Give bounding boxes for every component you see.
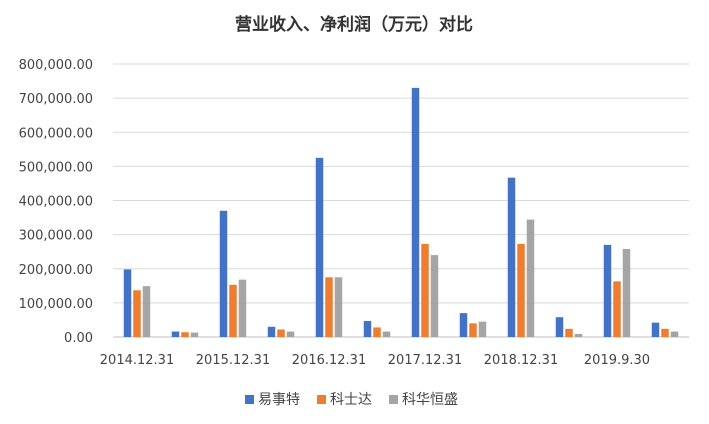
y-tick-label: 800,000.00 — [19, 58, 93, 73]
legend-swatch-2 — [317, 395, 326, 404]
legend: 易事特 科士达 科华恒盛 — [245, 392, 458, 408]
bar-1-2 — [171, 331, 180, 337]
x-tick-label: 2015.12.31 — [196, 353, 270, 368]
bar-1-3 — [219, 210, 228, 337]
y-tick-label: 300,000.00 — [19, 229, 93, 244]
bar-1-5 — [315, 157, 324, 337]
x-tick-label: 2016.12.31 — [292, 353, 366, 368]
bar-1-10 — [555, 317, 564, 337]
bar-3-2 — [190, 332, 199, 337]
bar-2-1 — [133, 290, 141, 337]
legend-label-2: 科士达 — [330, 392, 372, 408]
bar-2-3 — [229, 284, 237, 337]
bar-2-2 — [181, 332, 189, 337]
bar-2-11 — [613, 281, 621, 337]
bar-1-11 — [603, 244, 612, 337]
y-tick-label: 400,000.00 — [19, 195, 93, 210]
bar-2-7 — [421, 243, 429, 337]
bar-1-8 — [459, 313, 468, 337]
bar-2-10 — [565, 328, 573, 337]
bar-3-6 — [382, 331, 391, 337]
bar-2-12 — [661, 328, 669, 337]
gridlines — [113, 63, 689, 338]
bar-2-9 — [517, 243, 525, 337]
bar-3-1 — [142, 286, 151, 337]
y-axis: 0.00 100,000.00 200,000.00 300,000.00 400,00… — [19, 58, 93, 346]
bar-1-7 — [411, 87, 420, 337]
x-tick-label: 2017.12.31 — [388, 353, 462, 368]
x-tick-label: 2014.12.31 — [100, 353, 174, 368]
bar-3-10 — [574, 333, 583, 337]
bar-3-8 — [478, 321, 487, 337]
bar-3-3 — [238, 279, 247, 337]
legend-swatch-3 — [389, 395, 398, 404]
bar-3-12 — [670, 331, 679, 337]
bar-3-4 — [286, 331, 295, 337]
x-axis: 2014.12.31 2015.12.31 2016.12.31 2017.12.31… — [100, 353, 650, 368]
bar-1-9 — [507, 177, 516, 337]
y-tick-label: 0.00 — [64, 331, 93, 346]
chart-title: 营业收入、净利润（万元）对比 — [235, 14, 473, 35]
x-tick-label: 2018.12.31 — [484, 353, 558, 368]
bar-3-7 — [430, 255, 439, 337]
bar-1-4 — [267, 326, 276, 337]
bar-2-6 — [373, 327, 381, 337]
legend-label-3: 科华恒盛 — [402, 392, 458, 408]
bar-3-5 — [334, 277, 343, 337]
bar-1-12 — [651, 322, 660, 337]
x-tick-label: 2019.9.30 — [584, 353, 650, 368]
bar-1-1 — [123, 269, 132, 337]
bar-2-4 — [277, 329, 285, 337]
y-tick-label: 100,000.00 — [19, 297, 93, 312]
bar-2-5 — [325, 277, 333, 337]
legend-swatch-1 — [245, 395, 254, 404]
bars — [123, 87, 679, 337]
bar-2-8 — [469, 323, 477, 337]
bar-3-11 — [622, 248, 631, 337]
y-tick-label: 700,000.00 — [19, 92, 93, 107]
y-tick-label: 600,000.00 — [19, 126, 93, 141]
bar-3-9 — [526, 219, 535, 337]
legend-label-1: 易事特 — [258, 392, 300, 408]
y-tick-label: 200,000.00 — [19, 263, 93, 278]
y-tick-label: 500,000.00 — [19, 160, 93, 175]
bar-1-6 — [363, 320, 372, 337]
